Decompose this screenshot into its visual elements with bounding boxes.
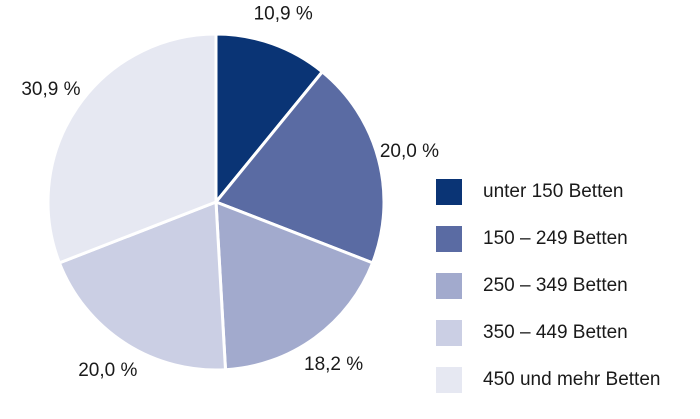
slice-value-label: 30,9 % (21, 79, 80, 100)
legend-label: 250 – 349 Betten (483, 274, 628, 296)
legend-swatch (436, 225, 462, 252)
legend-item: 250 – 349 Betten (436, 262, 696, 309)
legend-item: unter 150 Betten (436, 168, 696, 215)
legend-swatch (436, 272, 462, 299)
legend-label: 350 – 449 Betten (483, 321, 628, 343)
legend-item: 350 – 449 Betten (436, 309, 696, 356)
legend-swatch (436, 178, 462, 205)
pie-value-labels: 10,9 % 20,0 % 18,2 % 20,0 % 30,9 % (21, 4, 439, 382)
slice-value-label: 20,0 % (380, 141, 439, 162)
slice-value-label: 10,9 % (254, 4, 313, 25)
legend: unter 150 Betten 150 – 249 Betten 250 – … (436, 168, 696, 403)
pie-slice (214, 70, 386, 265)
pie-slice (46, 32, 218, 265)
pie-slice (214, 200, 375, 372)
slice-value-label: 20,0 % (78, 360, 137, 381)
legend-swatch (436, 319, 462, 346)
legend-item: 150 – 249 Betten (436, 215, 696, 262)
legend-swatch (436, 366, 462, 393)
pie-slice (57, 200, 227, 372)
legend-label: 450 und mehr Betten (483, 368, 661, 390)
legend-label: 150 – 249 Betten (483, 227, 628, 249)
legend-label: unter 150 Betten (483, 180, 624, 202)
pie-slices (46, 32, 386, 372)
legend-item: 450 und mehr Betten (436, 356, 696, 403)
slice-value-label: 18,2 % (304, 354, 363, 375)
pie-slice (214, 32, 324, 204)
